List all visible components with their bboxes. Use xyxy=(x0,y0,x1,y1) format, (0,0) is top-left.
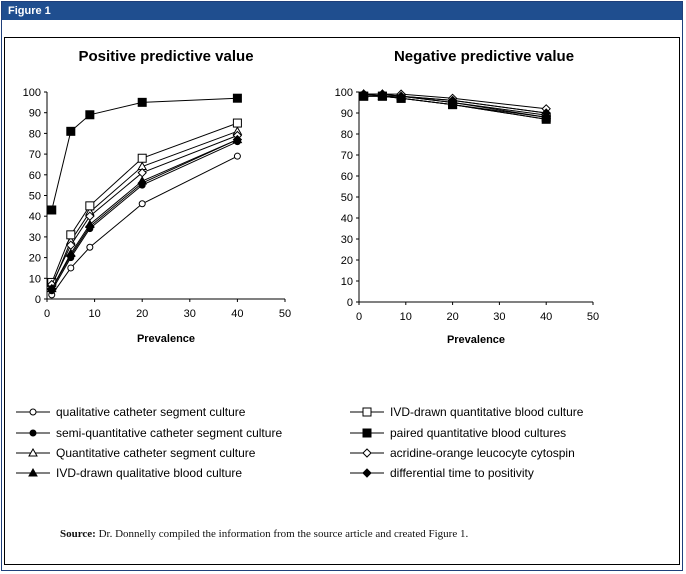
x-tick-label: 50 xyxy=(587,311,599,323)
y-tick-label: 100 xyxy=(335,87,353,99)
data-point xyxy=(541,108,551,118)
data-point xyxy=(137,168,147,178)
legend-marker xyxy=(28,447,38,457)
legend-label: differential time to positivity xyxy=(390,466,534,480)
x-tick-label: 10 xyxy=(88,308,100,320)
y-tick-label: 60 xyxy=(341,171,353,183)
x-axis-label: Prevalence xyxy=(447,334,505,346)
source-label: Source: xyxy=(60,528,96,540)
data-point xyxy=(138,200,146,208)
x-tick-label: 50 xyxy=(279,308,291,320)
data-point xyxy=(47,283,57,294)
data-point xyxy=(67,264,75,272)
source-note: Source: Dr. Donnelly compiled the inform… xyxy=(60,528,468,540)
x-tick-label: 10 xyxy=(400,311,412,323)
y-tick-label: 10 xyxy=(29,273,41,285)
data-point xyxy=(232,134,243,145)
y-tick-label: 30 xyxy=(341,234,353,246)
legend-label: IVD-drawn qualitative blood culture xyxy=(56,466,242,480)
data-point xyxy=(66,240,76,250)
x-axis-label: Prevalence xyxy=(137,333,195,345)
data-point xyxy=(137,178,147,188)
source-text: Dr. Donnelly compiled the information fr… xyxy=(98,528,469,540)
legend-label: qualitative catheter segment culture xyxy=(56,405,246,419)
y-tick-label: 0 xyxy=(35,294,41,306)
y-tick-label: 70 xyxy=(29,149,41,161)
legend-marker xyxy=(29,429,37,437)
y-tick-label: 80 xyxy=(29,128,41,140)
x-tick-label: 0 xyxy=(44,308,50,320)
data-point xyxy=(66,126,76,136)
y-tick-label: 90 xyxy=(341,108,353,120)
data-point xyxy=(85,201,95,211)
x-tick-label: 20 xyxy=(446,311,458,323)
x-tick-label: 30 xyxy=(493,311,505,323)
legend-marker xyxy=(362,428,372,438)
legend-label: acridine-orange leucocyte cytospin xyxy=(390,446,575,460)
legend: qualitative catheter segment culture semi… xyxy=(16,405,584,480)
data-point xyxy=(66,250,76,261)
chart-title: Negative predictive value xyxy=(394,48,574,65)
data-point xyxy=(86,243,94,251)
legend-label: Quantitative catheter segment culture xyxy=(56,446,256,460)
legend-marker xyxy=(28,467,38,477)
y-tick-label: 30 xyxy=(29,232,41,244)
data-point xyxy=(233,152,241,160)
data-point xyxy=(85,110,95,120)
y-tick-label: 40 xyxy=(341,213,353,225)
legend-marker xyxy=(362,448,372,458)
chart-title: Positive predictive value xyxy=(78,48,253,65)
ppv-chart: Positive predictive value 0 10 20 30 40 50 60 70… xyxy=(23,48,291,345)
y-tick-label: 90 xyxy=(29,108,41,120)
series-line xyxy=(51,141,238,291)
legend-marker xyxy=(362,468,372,478)
x-tick-label: 20 xyxy=(136,308,148,320)
legend-label: paired quantitative blood cultures xyxy=(390,426,566,440)
data-point xyxy=(377,89,388,99)
npv-chart: Negative predictive value 0 10 20 30 40 50 60 70… xyxy=(335,48,599,346)
y-tick-label: 50 xyxy=(29,191,41,203)
data-point xyxy=(85,221,95,232)
y-tick-label: 100 xyxy=(23,87,41,99)
legend-label: IVD-drawn quantitative blood culture xyxy=(390,405,584,419)
y-tick-label: 50 xyxy=(341,192,353,204)
data-point xyxy=(47,205,57,215)
y-tick-label: 60 xyxy=(29,170,41,182)
data-point xyxy=(137,153,147,163)
data-point xyxy=(396,91,406,101)
x-tick-label: 40 xyxy=(231,308,243,320)
data-point xyxy=(85,211,95,221)
x-tick-label: 30 xyxy=(184,308,196,320)
y-tick-label: 20 xyxy=(29,253,41,265)
figure-panel xyxy=(4,37,680,565)
x-tick-label: 0 xyxy=(356,311,362,323)
y-tick-label: 40 xyxy=(29,211,41,223)
data-point xyxy=(447,95,458,106)
legend-marker xyxy=(362,407,372,417)
data-point xyxy=(232,118,242,128)
data-point xyxy=(66,230,76,240)
x-tick-label: 40 xyxy=(540,311,552,323)
figure-title-bar: Figure 1 xyxy=(2,2,682,20)
y-tick-label: 20 xyxy=(341,255,353,267)
data-point xyxy=(232,93,242,103)
y-tick-label: 0 xyxy=(347,297,353,309)
data-point xyxy=(358,89,369,99)
data-point xyxy=(137,97,147,107)
legend-label: semi-quantitative catheter segment cultu… xyxy=(56,426,282,440)
y-tick-label: 80 xyxy=(341,129,353,141)
y-tick-label: 10 xyxy=(341,276,353,288)
series-line xyxy=(51,155,238,296)
legend-marker xyxy=(29,408,37,416)
y-tick-label: 70 xyxy=(341,150,353,162)
